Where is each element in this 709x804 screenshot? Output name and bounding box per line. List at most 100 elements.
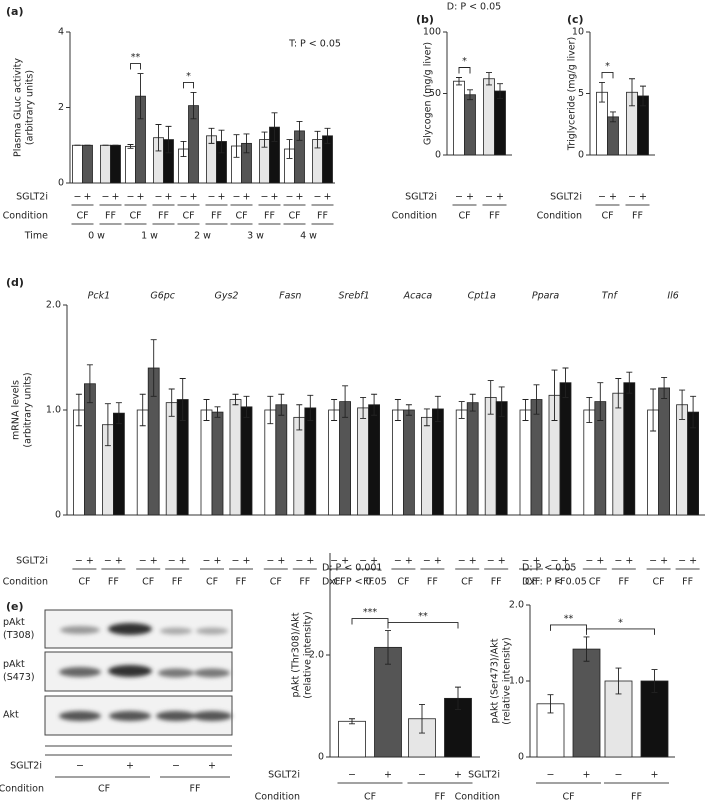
sglt2i-label: −	[102, 192, 110, 203]
y-tick-label: 0	[518, 752, 524, 763]
condition-label: CF	[589, 577, 601, 588]
sglt2i-label: +	[190, 192, 198, 203]
condition-label: CF	[235, 211, 247, 222]
sglt2i-label: −	[547, 770, 555, 781]
annotation: DxF: P < 0.05	[322, 577, 387, 588]
time-label: 4 w	[300, 231, 317, 242]
condition-label: CF	[98, 784, 110, 795]
bar	[483, 78, 495, 156]
row-label: SGLT2i	[16, 556, 48, 567]
y-tick-label: 0	[435, 150, 441, 161]
sglt2i-label: +	[214, 556, 222, 567]
row-label: SGLT2i	[10, 761, 42, 772]
sglt2i-label: +	[208, 761, 216, 772]
error-bar	[115, 402, 122, 425]
sglt2i-label: +	[454, 770, 462, 781]
error-bar	[165, 125, 172, 154]
bar	[165, 402, 178, 516]
y-axis-label: Glycogen (mg/g liver)	[423, 42, 434, 145]
error-bar	[690, 395, 697, 429]
sglt2i-label: −	[172, 761, 180, 772]
condition-label: CF	[182, 211, 194, 222]
sglt2i-label: +	[434, 556, 442, 567]
bar	[572, 648, 601, 758]
gene-label: Cpt1a	[468, 291, 496, 302]
condition-label: FF	[317, 211, 328, 222]
error-bar	[551, 369, 558, 421]
condition-label: FF	[682, 577, 693, 588]
bar	[455, 409, 468, 516]
bar	[431, 408, 444, 516]
significance-label: *	[186, 71, 191, 82]
sglt2i-label: +	[277, 556, 285, 567]
bar	[211, 411, 224, 516]
sglt2i-label: +	[165, 192, 173, 203]
annotation: D: P < 0.05	[522, 563, 576, 574]
sglt2i-label: −	[75, 556, 83, 567]
row-label: SGLT2i	[16, 192, 48, 203]
condition-label: CF	[364, 792, 376, 803]
sglt2i-label: −	[104, 556, 112, 567]
sglt2i-label: −	[551, 556, 559, 567]
error-bar	[150, 339, 157, 397]
sglt2i-label: +	[271, 192, 279, 203]
condition-label: CF	[270, 577, 282, 588]
error-bar	[486, 72, 492, 86]
bar	[82, 144, 93, 184]
sglt2i-label: −	[232, 556, 240, 567]
bar	[72, 144, 83, 184]
panel-label: (e)	[6, 600, 24, 613]
sglt2i-label: +	[243, 192, 251, 203]
bar	[200, 409, 213, 516]
y-tick-label: 2.0	[309, 650, 324, 661]
error-bar	[487, 380, 494, 415]
error-bar	[342, 385, 349, 418]
sglt2i-label: +	[609, 192, 617, 203]
condition-label: CF	[458, 211, 470, 222]
sglt2i-label: +	[596, 556, 604, 567]
gene-label: G6pc	[150, 291, 175, 302]
sglt2i-label: +	[218, 192, 226, 203]
condition-label: CF	[129, 211, 141, 222]
error-bar	[419, 704, 425, 734]
error-bar	[586, 396, 593, 424]
row-label: SGLT2i	[405, 192, 437, 203]
error-bar	[75, 393, 82, 427]
sglt2i-label: +	[533, 556, 541, 567]
sglt2i-label: −	[348, 770, 356, 781]
error-bar	[640, 85, 646, 107]
y-axis-label: mRNA levels	[11, 380, 22, 440]
y-tick-label: 0	[578, 150, 584, 161]
sglt2i-label: −	[585, 556, 593, 567]
sglt2i-label: +	[112, 192, 120, 203]
bar	[453, 80, 465, 156]
sglt2i-label: +	[306, 556, 314, 567]
y-tick-label: 5	[578, 88, 584, 99]
gene-label: Srebf1	[338, 291, 369, 302]
bar	[391, 409, 404, 516]
error-bar	[324, 127, 331, 144]
sglt2i-label: −	[614, 556, 622, 567]
bar	[100, 144, 111, 184]
bar	[484, 396, 497, 516]
error-bar	[190, 91, 197, 120]
gene-label: Fasn	[279, 291, 301, 302]
sglt2i-label: +	[137, 192, 145, 203]
sglt2i-label: −	[418, 770, 426, 781]
error-bar	[179, 378, 186, 421]
sglt2i-label: −	[127, 192, 135, 203]
sglt2i-label: +	[689, 556, 697, 567]
condition-label: CF	[288, 211, 300, 222]
error-bar	[469, 393, 476, 412]
error-bar	[314, 130, 321, 149]
y-tick-label: 0	[318, 752, 324, 763]
error-bar	[271, 112, 278, 142]
bar	[374, 646, 402, 758]
error-bar	[455, 686, 461, 711]
error-bar	[661, 377, 668, 399]
sglt2i-label: −	[76, 761, 84, 772]
blot-label: pAkt	[3, 617, 25, 628]
sglt2i-label: +	[496, 192, 504, 203]
annotation: D: P < 0.001	[322, 563, 382, 574]
bar	[84, 383, 96, 516]
